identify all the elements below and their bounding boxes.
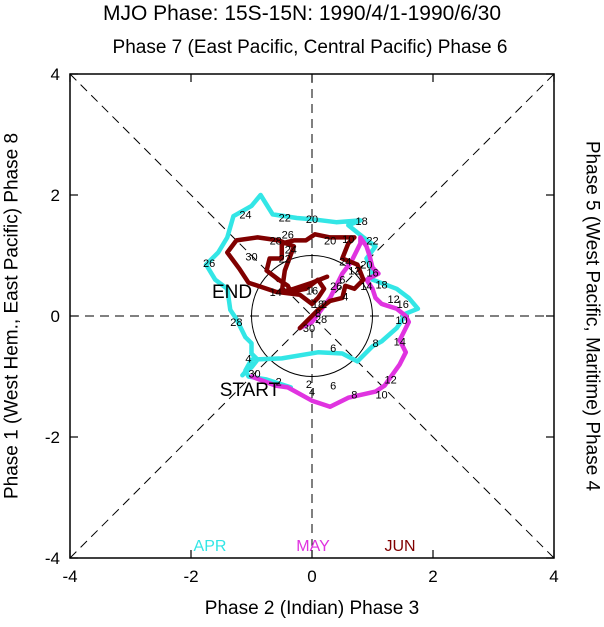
day-label: 4 bbox=[342, 292, 348, 304]
day-label: 8 bbox=[351, 390, 357, 402]
day-label: 16 bbox=[397, 299, 409, 311]
series-line-jun bbox=[225, 232, 366, 331]
bottom-axis-label: Phase 2 (Indian) Phase 3 bbox=[204, 598, 420, 619]
legend-entry-may: MAY bbox=[296, 538, 330, 555]
day-label: 16 bbox=[306, 286, 318, 298]
day-label: 20 bbox=[306, 214, 318, 226]
unit-circle bbox=[251, 255, 373, 377]
day-label: 22 bbox=[279, 212, 291, 224]
day-label: 16 bbox=[366, 267, 378, 279]
day-label: 20 bbox=[360, 260, 372, 272]
day-label: 6 bbox=[330, 381, 336, 393]
day-label: 12 bbox=[385, 375, 397, 387]
y-tick-label: 0 bbox=[51, 307, 60, 326]
y-tick-label: -2 bbox=[45, 428, 60, 447]
day-label: 4 bbox=[309, 387, 315, 399]
diagonal-line bbox=[69, 73, 555, 559]
day-label: 10 bbox=[342, 234, 354, 246]
day-label: 26 bbox=[282, 229, 294, 241]
x-tick-label: 2 bbox=[428, 567, 437, 586]
day-label: 18 bbox=[312, 299, 324, 311]
start-marker-label: START bbox=[220, 380, 281, 401]
day-label: 2 bbox=[321, 299, 327, 311]
y-tick-label: 2 bbox=[51, 186, 60, 205]
x-tick-label: -2 bbox=[183, 567, 198, 586]
day-label: 10 bbox=[395, 315, 407, 327]
legend-entry-apr: APR bbox=[194, 538, 227, 555]
day-label: 8 bbox=[315, 308, 321, 320]
day-label: 26 bbox=[203, 258, 215, 270]
day-label: 6 bbox=[330, 343, 336, 355]
day-label: 28 bbox=[315, 314, 327, 326]
legend-entry-jun: JUN bbox=[384, 538, 415, 555]
day-label: 12 bbox=[388, 294, 400, 306]
y-tick-label: -4 bbox=[45, 549, 60, 568]
month-legend: APR MAY JUN bbox=[194, 538, 416, 555]
day-label: 22 bbox=[366, 235, 378, 247]
end-marker-label: END bbox=[212, 282, 252, 303]
day-label: 22 bbox=[279, 254, 291, 266]
day-label: 8 bbox=[372, 338, 378, 350]
x-tick-label: 0 bbox=[307, 567, 316, 586]
day-label: 24 bbox=[239, 209, 251, 221]
day-label: 2 bbox=[276, 376, 282, 388]
day-label: 24 bbox=[339, 257, 351, 269]
series-line-apr bbox=[203, 192, 421, 390]
day-label: 4 bbox=[245, 353, 251, 365]
diagonal-line bbox=[69, 73, 555, 559]
day-label: 28 bbox=[230, 317, 242, 329]
top-axis-label: Phase 7 (East Pacific, Central Pacific) … bbox=[112, 37, 508, 58]
x-tick-label: 4 bbox=[549, 567, 558, 586]
x-tick-label: -4 bbox=[62, 567, 77, 586]
day-label: 10 bbox=[375, 390, 387, 402]
day-label: 18 bbox=[355, 216, 367, 228]
day-label: 30 bbox=[248, 368, 260, 380]
day-label: 30 bbox=[303, 323, 315, 335]
day-label: 20 bbox=[324, 235, 336, 247]
day-label: 18 bbox=[375, 280, 387, 292]
chart-title: MJO Phase: 15S-15N: 1990/4/1-1990/6/30 bbox=[102, 2, 502, 25]
day-label: 2 bbox=[306, 379, 312, 391]
y-tick-label: 4 bbox=[51, 65, 60, 84]
day-label: 30 bbox=[245, 252, 257, 264]
day-label: 24 bbox=[285, 244, 297, 256]
day-label: 14 bbox=[360, 281, 372, 293]
day-label: 6 bbox=[339, 275, 345, 287]
day-label: 14 bbox=[270, 287, 282, 299]
day-label: 12 bbox=[348, 266, 360, 278]
day-label: 14 bbox=[394, 336, 406, 348]
day-label: 26 bbox=[330, 281, 342, 293]
series-layer bbox=[203, 192, 421, 410]
day-label: 28 bbox=[270, 235, 282, 247]
series-line-may bbox=[249, 235, 412, 410]
